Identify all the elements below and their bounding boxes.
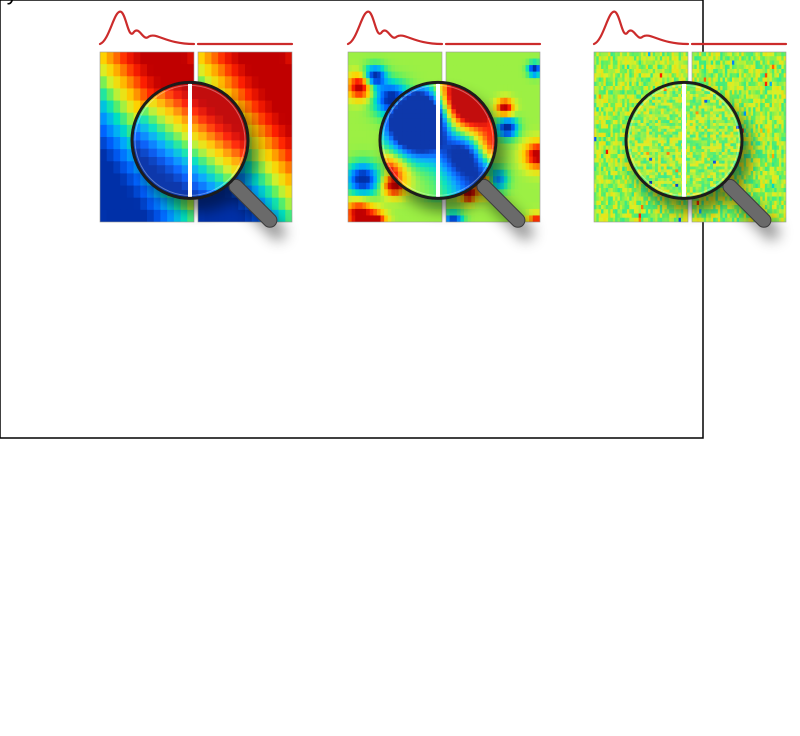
figure-root: ~90°~1°~.25°1010050010000100020003000400… xyxy=(0,0,800,736)
y-axis-label: Anisotropy Power xyxy=(0,0,86,5)
figure-svg: ~90°~1°~.25°1010050010000100020003000400… xyxy=(0,0,800,736)
